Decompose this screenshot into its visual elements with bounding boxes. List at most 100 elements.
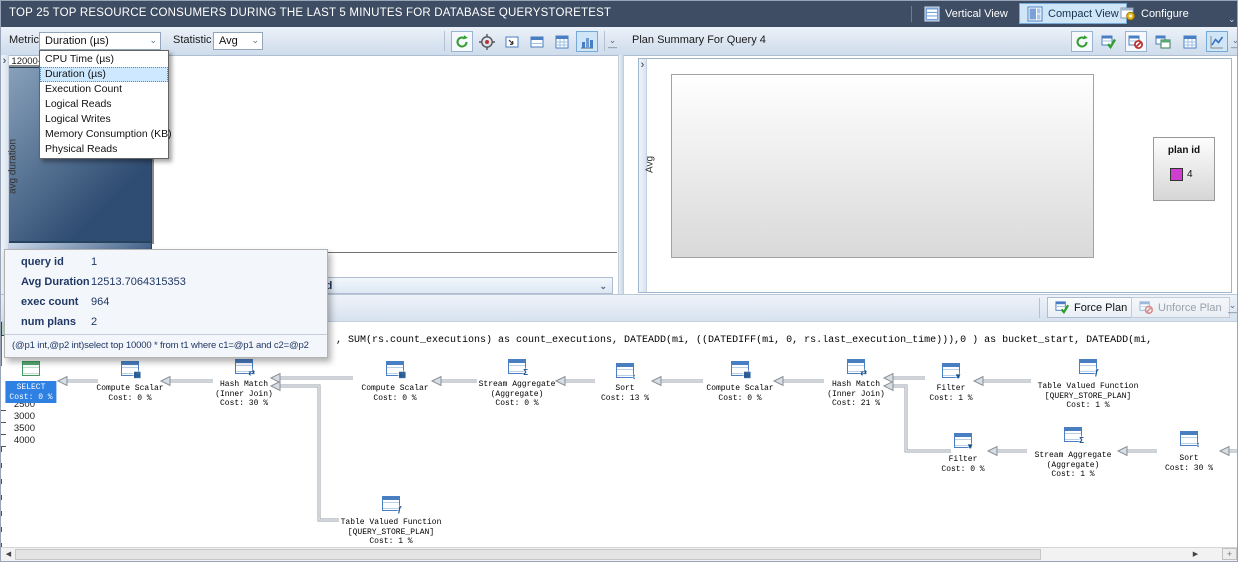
plan-4-swatch-icon — [1170, 168, 1183, 181]
scatter-y-tick-label: 3500 — [13, 423, 35, 435]
page-title: TOP 25 TOP RESOURCE CONSUMERS DURING THE… — [9, 7, 612, 19]
scatter-x-tick-mark — [1, 463, 2, 469]
statistic-combobox[interactable]: Avg ⌄ — [213, 32, 263, 50]
tvf-badge-icon: ƒ — [397, 505, 402, 514]
metric-option-memory-consumption-kb-[interactable]: Memory Consumption (KB) — [45, 128, 172, 140]
compute-scalar-badge-icon: ▦ — [133, 370, 141, 379]
metric-combobox[interactable]: Duration (µs) ⌄ — [39, 32, 161, 50]
scatter-y-tick-mark — [1, 434, 6, 436]
metric-option-execution-count[interactable]: Execution Count — [45, 83, 123, 95]
plan-node-compute-scalar-2[interactable]: Compute Scalar Cost: 0 % — [361, 384, 429, 403]
plan-node-compute-scalar-3[interactable]: Compute Scalar Cost: 0 % — [706, 384, 774, 403]
toolbar-overflow-chevron-icon[interactable]: ⌄— — [608, 35, 617, 52]
force-plan-icon — [1055, 300, 1070, 315]
plan-node-hash-match-2[interactable]: Hash Match (Inner Join) Cost: 21 % — [827, 380, 885, 408]
filter-2-icon: ▼ — [954, 433, 974, 451]
x-tick-mark — [1, 336, 2, 347]
metric-option-logical-writes[interactable]: Logical Writes — [45, 113, 111, 125]
titlebar-separator — [911, 6, 912, 22]
chevron-down-icon: ⌄ — [149, 35, 157, 45]
configure-button[interactable]: Configure — [1113, 3, 1196, 24]
tvf-1-icon: ƒ — [1079, 359, 1099, 377]
scatter-x-tick-label: 4:11 PM — [1, 468, 619, 479]
sort-1-icon: ↕ — [616, 363, 636, 381]
splitter-grip-button[interactable]: + — [1222, 548, 1237, 560]
compute-scalar-1-icon: ▦ — [121, 361, 141, 379]
metric-option-logical-reads[interactable]: Logical Reads — [45, 98, 112, 110]
plan-node-select[interactable]: SELECT Cost: 0 % — [5, 381, 57, 403]
compact-view-button[interactable]: Compact View — [1019, 3, 1127, 24]
plan-node-compute-scalar-1[interactable]: Compute Scalar Cost: 0 % — [96, 384, 164, 403]
select-icon — [22, 361, 40, 376]
title-bar: TOP 25 TOP RESOURCE CONSUMERS DURING THE… — [1, 1, 1237, 27]
unforce-plan-icon[interactable] — [1125, 31, 1147, 52]
scatter-y-axis-title: Avg — [644, 155, 656, 174]
metric-dropdown-list: CPU Time (µs) Duration (µs) Execution Coun… — [39, 50, 172, 159]
tvf-badge-icon: ƒ — [1094, 368, 1099, 377]
view-query-text-icon[interactable] — [501, 31, 523, 52]
sort-badge-icon: ↕ — [1196, 440, 1200, 449]
toolbar-overflow-chevron-icon[interactable]: ⌄— — [1231, 36, 1237, 52]
stream-aggregate-2-icon: Σ — [1064, 427, 1084, 445]
button-label: Configure — [1141, 7, 1189, 20]
scatter-plot-area — [671, 74, 1094, 258]
force-plan-label: Force Plan — [1074, 301, 1128, 314]
compare-plans-icon[interactable] — [1152, 31, 1174, 52]
plan-node-sort-2[interactable]: Sort Cost: 30 % — [1164, 454, 1214, 473]
legend-entry-plan-4[interactable]: 4 — [1170, 168, 1193, 181]
plan-node-stream-aggregate-1[interactable]: Stream Aggregate (Aggregate) Cost: 0 % — [478, 380, 556, 408]
horizontal-scrollbar-thumb[interactable] — [15, 549, 1041, 560]
plan-node-sort-1[interactable]: Sort Cost: 13 % — [600, 384, 650, 403]
plan-node-filter-1[interactable]: Filter Cost: 1 % — [929, 384, 973, 403]
collapsed-pane-expander[interactable]: › — [639, 59, 647, 292]
scroll-right-arrow-icon[interactable]: ▶ — [1189, 548, 1202, 560]
grid-view-icon[interactable] — [1179, 31, 1201, 52]
tooltip-row-label: Avg Duration — [21, 276, 90, 288]
chart-view-icon[interactable] — [1206, 31, 1228, 52]
toolbar-separator — [1039, 298, 1040, 318]
scatter-x-tick-label: 4:12 PM — [1, 484, 619, 495]
metric-option-cpu-time-s-[interactable]: CPU Time (µs) — [45, 53, 115, 65]
compute-scalar-2-icon: ▦ — [386, 361, 406, 379]
scatter-x-tick-mark — [1, 543, 2, 549]
scatter-x-tick-mark — [1, 495, 2, 501]
collapsed-pane-expander[interactable]: › — [1, 55, 9, 294]
scroll-left-arrow-icon[interactable]: ◀ — [2, 548, 15, 560]
filter-1-icon: ▼ — [942, 363, 962, 381]
filter-badge-icon: ▼ — [966, 442, 974, 451]
vertical-view-button[interactable]: Vertical View — [917, 3, 1015, 24]
plan-node-filter-2[interactable]: Filter Cost: 0 % — [941, 455, 985, 474]
compute-scalar-3-icon: ▦ — [731, 361, 751, 379]
compute-scalar-badge-icon: ▦ — [743, 370, 751, 379]
force-plan-button[interactable]: Force Plan — [1047, 297, 1136, 318]
panel-splitter[interactable] — [618, 55, 624, 294]
grid-view-icon[interactable] — [551, 31, 573, 52]
scatter-y-tick-mark — [1, 446, 6, 448]
chart-view-icon[interactable] — [576, 31, 598, 52]
unforce-plan-button[interactable]: Unforce Plan — [1131, 297, 1230, 318]
unforce-plan-label: Unforce Plan — [1158, 301, 1222, 314]
compact-view-icon — [1027, 6, 1043, 22]
track-query-icon[interactable] — [476, 31, 498, 52]
force-plan-icon[interactable] — [1098, 31, 1120, 52]
button-label: Compact View — [1048, 7, 1119, 20]
scatter-x-tick-mark — [1, 511, 2, 517]
stream-aggregate-1-icon: Σ — [508, 359, 528, 377]
plan-node-tvf-2[interactable]: Table Valued Function [QUERY_STORE_PLAN]… — [340, 518, 442, 546]
titlebar-overflow-chevron-icon[interactable]: ⌄ — [1228, 14, 1236, 24]
scatter-y-tick-label: 2500 — [13, 399, 35, 411]
plan-node-hash-match-1[interactable]: Hash Match (Inner Join) Cost: 30 % — [215, 380, 273, 408]
plan-node-stream-aggregate-2[interactable]: Stream Aggregate (Aggregate) Cost: 1 % — [1034, 451, 1112, 479]
plan-node-tvf-1[interactable]: Table Valued Function [QUERY_STORE_PLAN]… — [1037, 382, 1139, 410]
details-grid-icon[interactable] — [526, 31, 548, 52]
metric-option-physical-reads[interactable]: Physical Reads — [45, 143, 118, 155]
toolbar-overflow-chevron-icon[interactable]: ⌄— — [1228, 300, 1237, 317]
scatter-y-tick-label: 4000 — [13, 435, 35, 447]
refresh-icon[interactable] — [451, 31, 473, 52]
filter-badge-icon: ▼ — [954, 372, 962, 381]
refresh-icon[interactable] — [1071, 31, 1093, 52]
metric-option-duration-s-[interactable]: Duration (µs) — [40, 67, 168, 82]
hash-match-1-icon: ⇄ — [235, 359, 255, 377]
y-tick-label: 12000- — [11, 56, 41, 67]
hash-match-badge-icon: ⇄ — [248, 368, 255, 377]
